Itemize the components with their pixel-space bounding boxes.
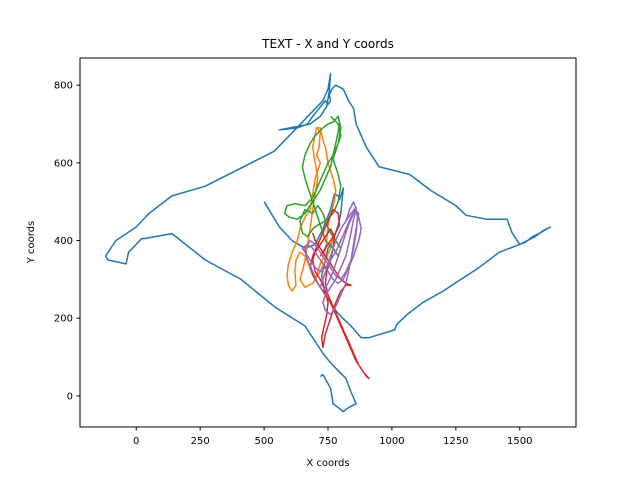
y-axis-label: Y coords	[26, 221, 37, 265]
x-axis-label: X coords	[306, 458, 349, 469]
y-tick-label: 600	[54, 158, 73, 169]
x-tick-label: 1250	[443, 436, 468, 447]
x-tick-label: 250	[191, 436, 210, 447]
y-tick-label: 0	[67, 391, 73, 402]
y-tick-label: 800	[54, 81, 73, 92]
chart-title: TEXT - X and Y coords	[261, 37, 394, 51]
y-axis: 0 200 400 600 800	[54, 81, 80, 402]
series-line-3	[283, 115, 342, 257]
x-tick-label: 0	[133, 436, 139, 447]
series-line-5	[301, 200, 362, 316]
x-tick-label: 500	[255, 436, 274, 447]
x-tick-label: 1500	[507, 436, 532, 447]
plot-area	[104, 72, 552, 413]
x-tick-label: 750	[318, 436, 337, 447]
y-tick-label: 200	[54, 314, 73, 325]
x-tick-label: 1000	[379, 436, 404, 447]
x-axis: 0 250 500 750 1000 1250 1500	[133, 427, 532, 447]
y-tick-label: 400	[54, 236, 73, 247]
